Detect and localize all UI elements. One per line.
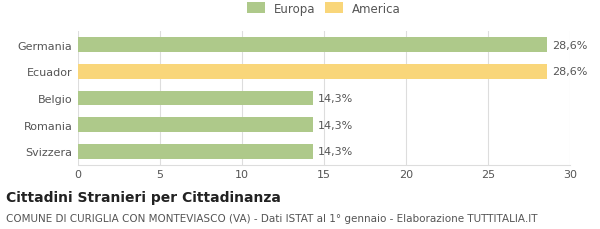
Text: Cittadini Stranieri per Cittadinanza: Cittadini Stranieri per Cittadinanza bbox=[6, 190, 281, 204]
Bar bbox=[78, 144, 313, 159]
Bar bbox=[78, 65, 547, 79]
Text: COMUNE DI CURIGLIA CON MONTEVIASCO (VA) - Dati ISTAT al 1° gennaio - Elaborazion: COMUNE DI CURIGLIA CON MONTEVIASCO (VA) … bbox=[6, 213, 538, 223]
Bar bbox=[78, 91, 313, 106]
Bar bbox=[78, 118, 313, 132]
Text: 28,6%: 28,6% bbox=[552, 40, 587, 50]
Text: 28,6%: 28,6% bbox=[552, 67, 587, 77]
Bar bbox=[78, 38, 547, 53]
Text: 14,3%: 14,3% bbox=[317, 93, 353, 104]
Text: 14,3%: 14,3% bbox=[317, 147, 353, 157]
Legend: Europa, America: Europa, America bbox=[242, 0, 406, 20]
Text: 14,3%: 14,3% bbox=[317, 120, 353, 130]
